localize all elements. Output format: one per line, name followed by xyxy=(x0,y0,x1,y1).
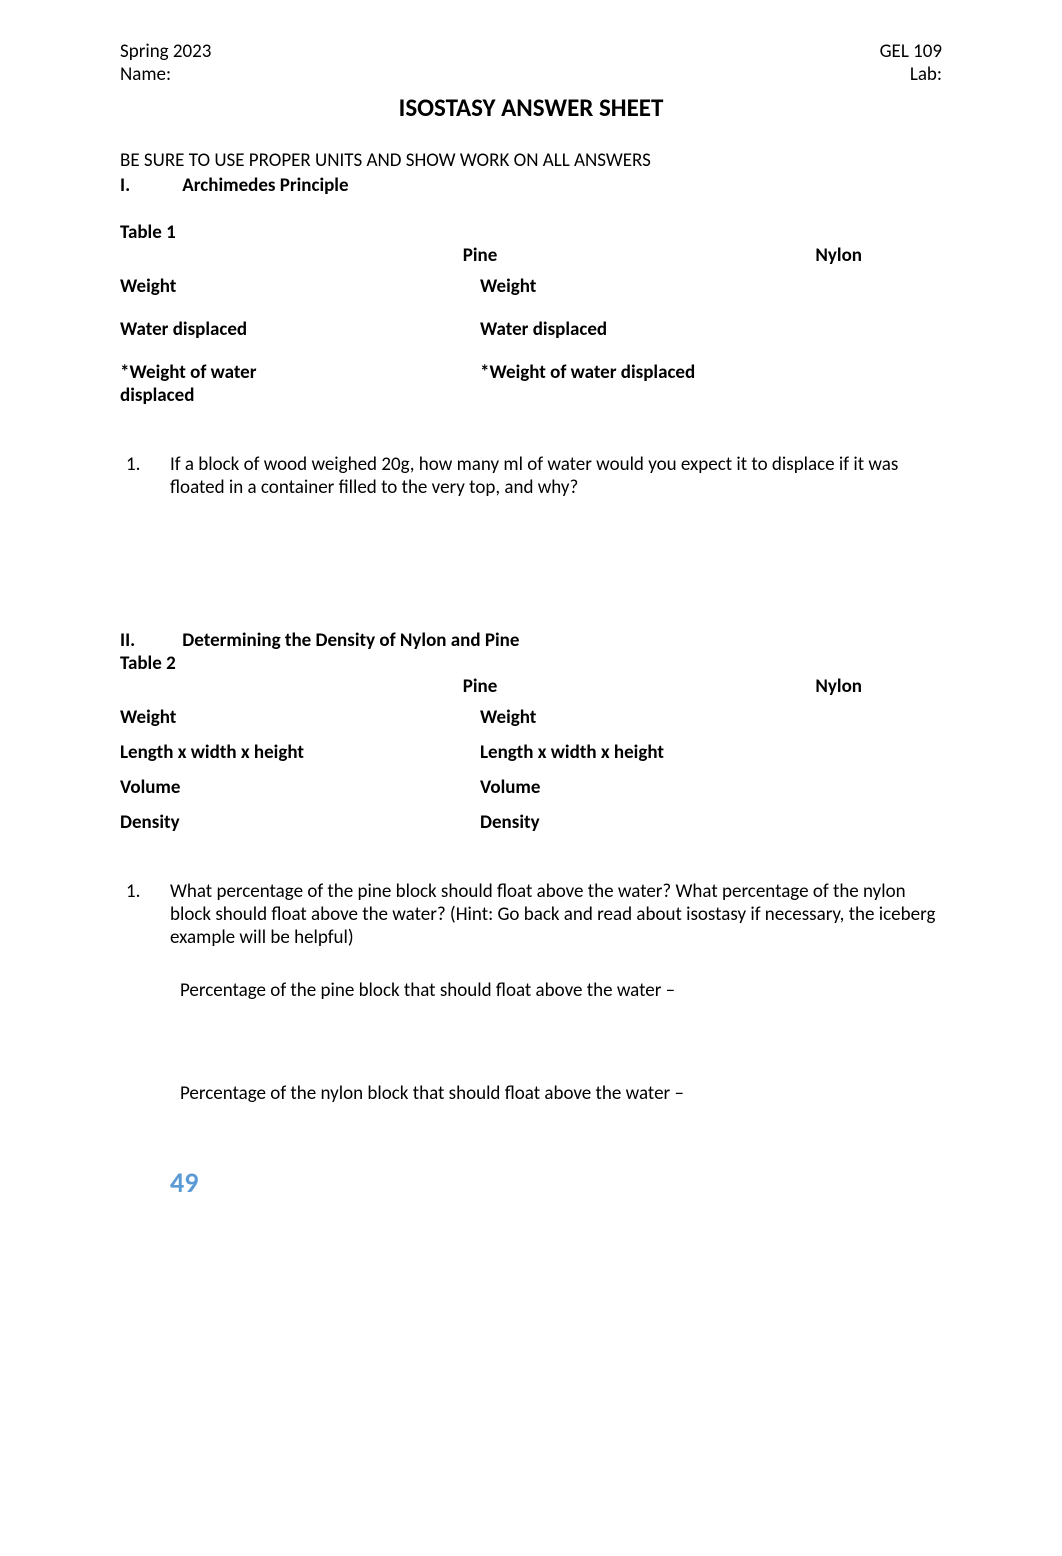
t2-weight-nylon-label: Weight xyxy=(480,706,740,729)
t1-water-nylon-label: Water displaced xyxy=(480,318,740,341)
section1-roman: I. xyxy=(120,174,178,197)
t1-weight-nylon-label: Weight xyxy=(480,275,740,298)
t2-weight-pine-label: Weight xyxy=(120,706,360,729)
s1-q1-number: 1. xyxy=(120,453,170,499)
answer-nylon-percentage: Percentage of the nylon block that shoul… xyxy=(180,1082,942,1105)
section1-heading: Archimedes Principle xyxy=(182,174,348,197)
course-label: GEL 109 xyxy=(880,40,942,63)
term-label: Spring 2023 xyxy=(120,40,211,63)
t1-water-pine-label: Water displaced xyxy=(120,318,360,341)
table2-col-pine: Pine xyxy=(360,675,600,698)
table1-col-nylon: Nylon xyxy=(600,244,942,267)
table1-label: Table 1 xyxy=(120,221,942,244)
s2-q1-number: 1. xyxy=(120,880,170,949)
page-title: ISOSTASY ANSWER SHEET xyxy=(120,92,942,123)
t2-den-nylon-label: Density xyxy=(480,811,740,834)
t2-den-pine-label: Density xyxy=(120,811,360,834)
table1-col-pine: Pine xyxy=(360,244,600,267)
s2-q1-text: What percentage of the pine block should… xyxy=(170,880,942,949)
t2-dim-pine-label: Length x width x height xyxy=(120,741,360,764)
t2-vol-nylon-label: Volume xyxy=(480,776,740,799)
table2-col-nylon: Nylon xyxy=(600,675,942,698)
answer-pine-percentage: Percentage of the pine block that should… xyxy=(180,979,942,1002)
table2-label: Table 2 xyxy=(120,652,942,675)
t2-dim-nylon-label: Length x width x height xyxy=(480,741,740,764)
section2-roman: II. xyxy=(120,629,178,652)
t1-wwd-pine-label: *Weight of water displaced xyxy=(120,361,320,407)
lab-label: Lab: xyxy=(910,63,942,86)
t2-vol-pine-label: Volume xyxy=(120,776,360,799)
page-number: 49 xyxy=(170,1165,942,1200)
instruction-text: BE SURE TO USE PROPER UNITS AND SHOW WOR… xyxy=(120,149,942,172)
t1-weight-pine-label: Weight xyxy=(120,275,360,298)
section2-heading: Determining the Density of Nylon and Pin… xyxy=(182,629,519,652)
name-label: Name: xyxy=(120,63,171,86)
s1-q1-text: If a block of wood weighed 20g, how many… xyxy=(170,453,942,499)
t1-wwd-nylon-label: *Weight of water displaced xyxy=(480,361,740,407)
